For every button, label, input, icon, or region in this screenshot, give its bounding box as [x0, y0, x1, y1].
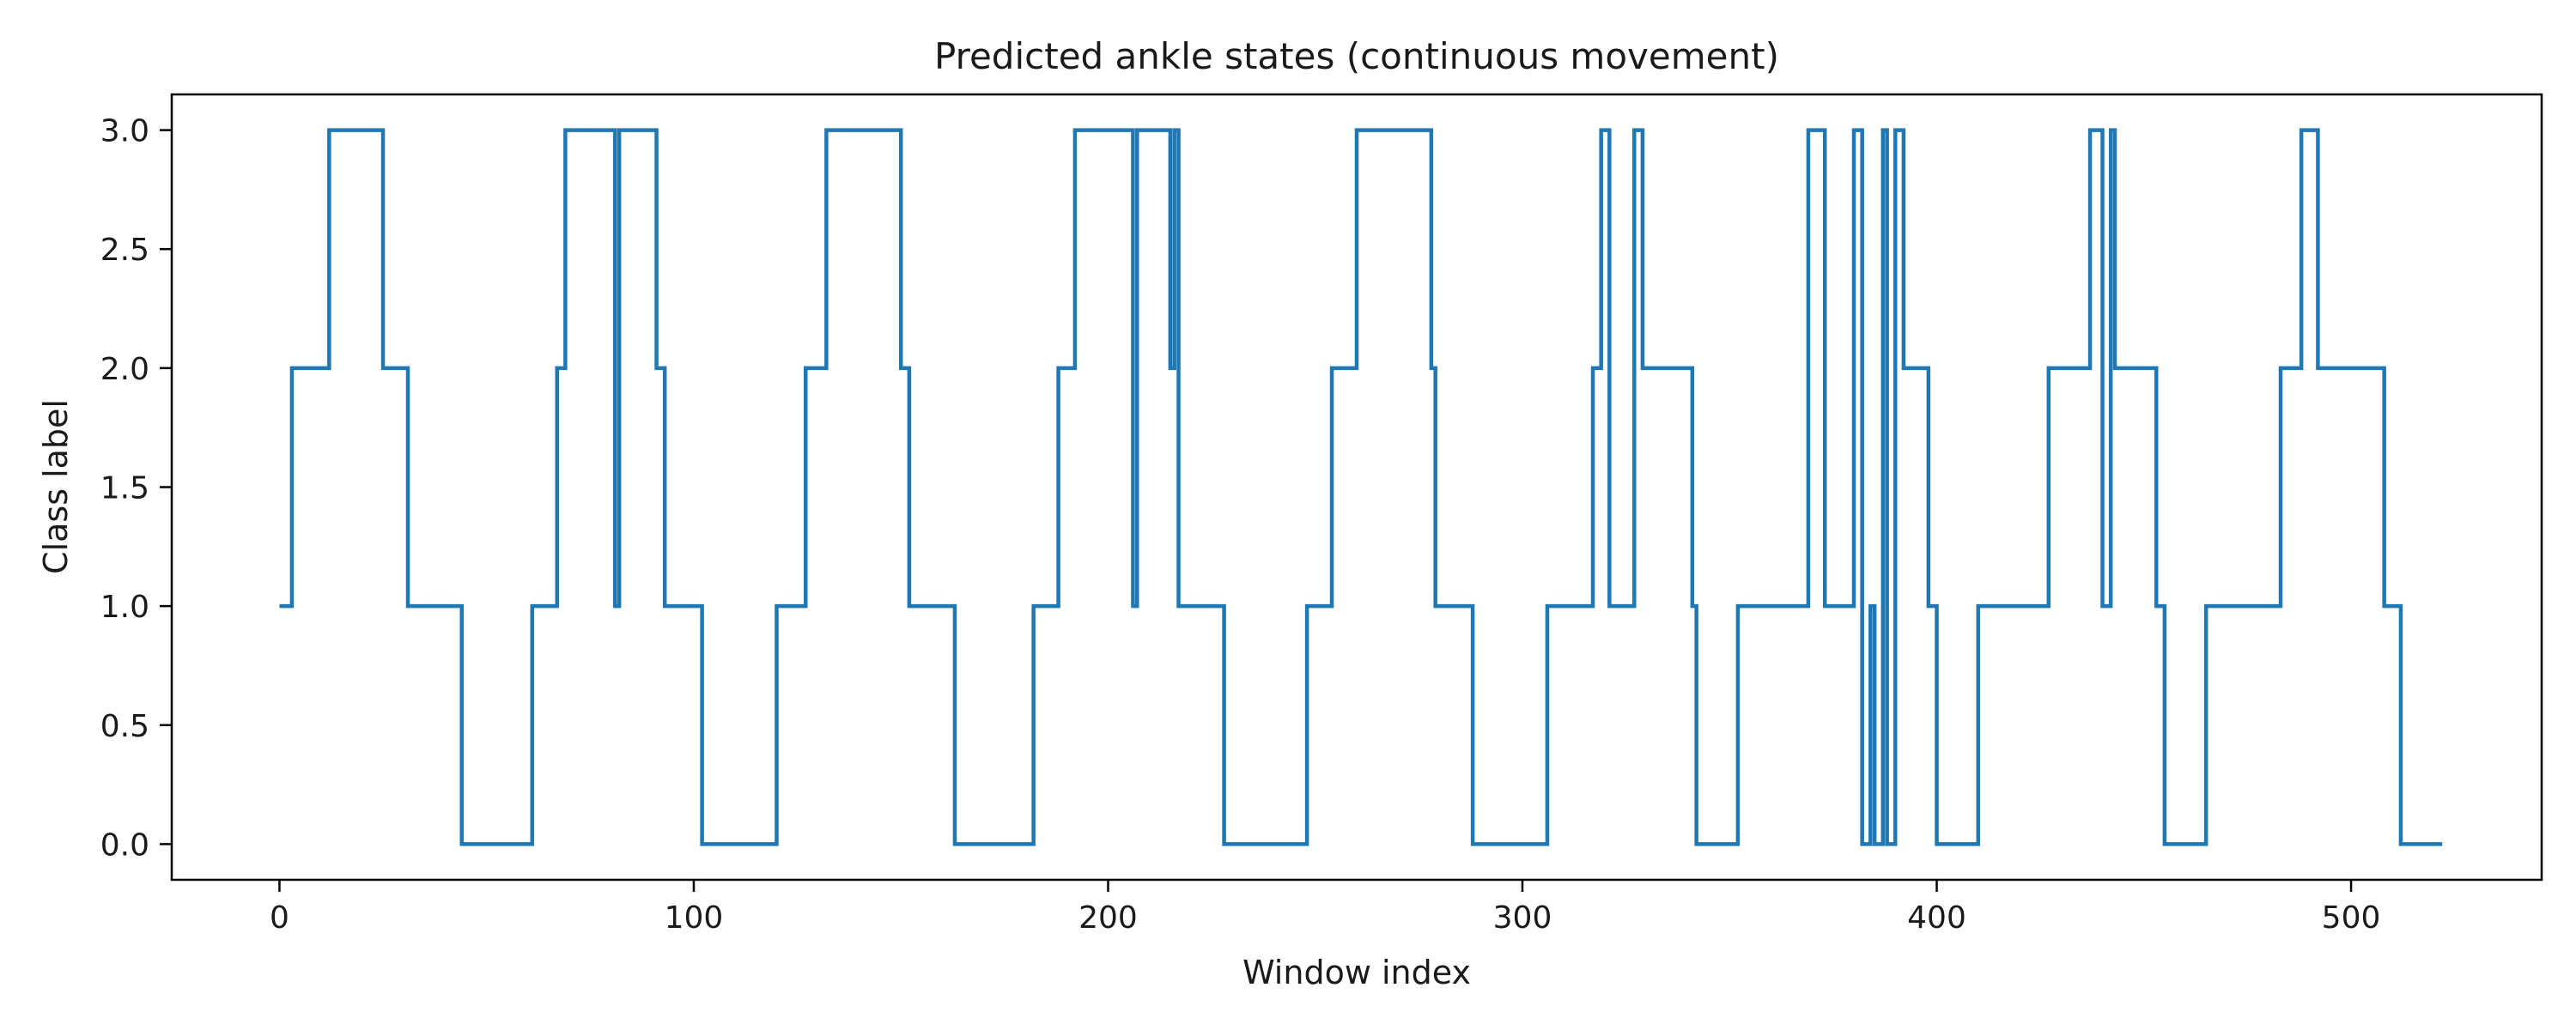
- x-tick-label: 0: [270, 900, 289, 936]
- x-tick-label: 500: [2322, 900, 2381, 936]
- plot-area: [279, 128, 2443, 846]
- x-tick-label: 300: [1493, 900, 1552, 936]
- series-line-0: [279, 128, 2443, 846]
- y-tick-label: 2.0: [100, 352, 149, 387]
- x-axis: 0 100 200 300 400 500: [270, 880, 2380, 936]
- y-tick-label: 2.5: [100, 233, 149, 268]
- y-tick-label: 0.5: [100, 709, 149, 744]
- x-tick-label: 400: [1907, 900, 1966, 936]
- y-tick-label: 0.0: [100, 827, 149, 863]
- y-tick-label: 1.5: [100, 471, 149, 506]
- x-axis-label: Window index: [1242, 954, 1471, 991]
- y-axis-label: Class label: [37, 399, 75, 574]
- y-tick-label: 3.0: [100, 114, 149, 149]
- x-tick-label: 100: [665, 900, 724, 936]
- y-tick-label: 1.0: [100, 590, 149, 625]
- chart-title: Predicted ankle states (continuous movem…: [934, 35, 1779, 77]
- x-tick-label: 200: [1078, 900, 1138, 936]
- y-axis: 0.0 0.5 1.0 1.5 2.0 2.5 3.0: [100, 114, 172, 863]
